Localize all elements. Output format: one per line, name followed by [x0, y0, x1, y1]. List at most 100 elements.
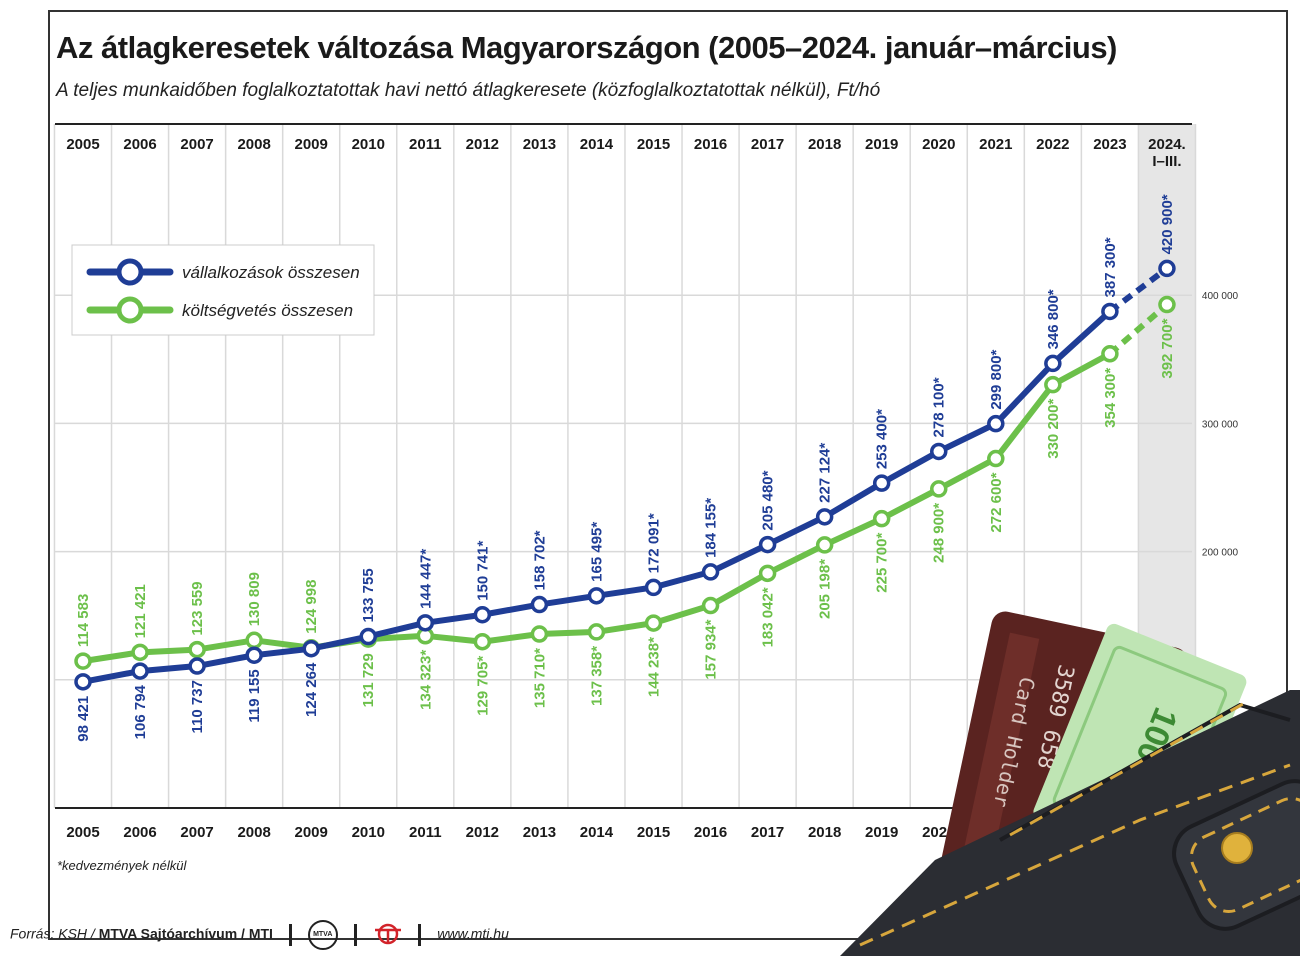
data-label: 110 737 [189, 680, 206, 733]
data-point [815, 508, 834, 526]
x-tick-label-top: 2007 [180, 136, 213, 153]
x-tick-label-bottom: 2005 [66, 824, 99, 841]
legend-box [71, 244, 375, 336]
x-tick-label-bottom: 2015 [637, 824, 670, 841]
data-label: 184 155* [703, 498, 720, 558]
data-point [758, 564, 777, 583]
data-point [815, 536, 834, 554]
series-line [80, 350, 1113, 665]
x-tick-label-bottom: 2011 [409, 824, 442, 841]
data-point [587, 623, 606, 641]
data-point [872, 509, 891, 528]
data-label: 299 800* [988, 349, 1005, 409]
x-tick-label-top: 2008 [237, 136, 270, 153]
data-point [1158, 259, 1176, 278]
data-point [302, 639, 320, 658]
data-point [530, 625, 549, 643]
x-tick-label-top: 2018 [808, 136, 841, 153]
x-tick-label-top: 2012 [466, 136, 499, 153]
website-link[interactable]: www.mti.hu [437, 925, 509, 942]
data-label: 114 583 [75, 594, 92, 647]
x-tick-label-top: I–III. [1152, 153, 1181, 170]
data-point [1101, 302, 1119, 321]
data-label: 165 495* [588, 522, 605, 582]
legend-label: költségvetés összesen [182, 301, 353, 320]
x-tick-label-top: 2015 [637, 136, 670, 153]
x-tick-label-bottom: 2012 [466, 824, 499, 841]
data-point [644, 614, 663, 632]
legend-label: vállalkozások összesen [182, 263, 360, 282]
data-point [1044, 354, 1062, 373]
data-point [701, 596, 720, 615]
legend-swatch-marker [116, 296, 144, 324]
y-tick-label: 400 000 [1202, 291, 1239, 302]
data-point [131, 643, 149, 662]
y-tick-label: 300 000 [1202, 419, 1239, 430]
mtva-logo: MTVA [307, 920, 338, 950]
data-point [758, 535, 777, 554]
data-label: 387 300* [1102, 237, 1119, 297]
footnote: *kedvezmények nélkül [57, 858, 187, 873]
data-label: 157 934* [703, 619, 720, 679]
data-label: 227 124* [817, 443, 834, 503]
data-label: 172 091* [646, 513, 663, 573]
divider [418, 924, 422, 946]
x-tick-label-top: 2021 [979, 136, 1012, 153]
x-tick-label-bottom: 2007 [180, 824, 213, 841]
x-tick-label-bottom: 2014 [580, 824, 614, 841]
y-tick-label: 200 000 [1202, 548, 1239, 559]
data-point [188, 657, 206, 675]
x-tick-label-top: 2022 [1036, 136, 1069, 153]
data-label: 183 042* [760, 587, 777, 647]
data-label: 158 702* [531, 530, 548, 590]
publisher-text: MTVA Sajtóarchívum / MTI [98, 925, 273, 942]
wallet-stitching [859, 763, 1291, 947]
data-label: 205 198* [817, 559, 834, 619]
x-tick-label-bottom: 2017 [751, 824, 784, 841]
data-label: 133 755 [360, 568, 377, 622]
data-label: 354 300* [1102, 368, 1119, 428]
wallet-clasp-stitching [1189, 797, 1300, 913]
data-label: 144 238* [646, 637, 663, 697]
legend-swatch-marker [116, 258, 144, 286]
data-label: 420 900* [1159, 194, 1176, 254]
x-tick-label-bottom: 2018 [808, 824, 841, 841]
data-label: 134 323* [417, 650, 434, 710]
series-vallalkozasok: 98 421 106 794 110 737 119 155 124 264 133 75… [74, 194, 1176, 742]
data-label: 272 600* [988, 472, 1005, 532]
data-point [987, 449, 1005, 468]
x-tick-label-top: 2024. [1148, 136, 1186, 153]
series-koltsegvetes: 114 583 121 421 123 559 130 809 124 998 131 7… [74, 295, 1176, 716]
data-label: 225 700* [874, 532, 891, 592]
x-tick-label-top: 2020 [922, 136, 955, 153]
x-tick-label-top: 2014 [580, 136, 614, 153]
data-point [416, 614, 435, 632]
data-point [1158, 295, 1176, 314]
data-point [930, 480, 948, 498]
data-label: 346 800* [1045, 289, 1062, 349]
x-tick-label-top: 2010 [352, 136, 385, 153]
x-tick-label-bottom: 2016 [694, 824, 727, 841]
series-line-estimate [1107, 302, 1169, 357]
data-label: 144 447* [417, 549, 434, 609]
data-point [245, 631, 263, 650]
data-label: 248 900* [931, 503, 948, 563]
data-point [188, 640, 206, 659]
data-point [359, 627, 377, 646]
chart-subtitle: A teljes munkaidőben foglalkoztatottak h… [56, 80, 881, 101]
data-point [987, 414, 1005, 433]
data-point [587, 587, 606, 605]
data-label: 98 421 [75, 696, 92, 742]
x-tick-label-bottom: 2013 [523, 824, 556, 841]
mti-logo [373, 922, 403, 949]
data-label: 137 358* [588, 646, 605, 706]
chart-title: Az átlagkeresetek változása Magyarország… [56, 30, 1117, 65]
data-label: 330 200* [1045, 399, 1062, 459]
wallet-body [840, 690, 1300, 956]
x-tick-label-bottom: 2009 [295, 824, 328, 841]
x-tick-label-top: 2013 [523, 136, 556, 153]
data-label: 135 710* [531, 648, 548, 708]
data-point [1044, 375, 1062, 394]
